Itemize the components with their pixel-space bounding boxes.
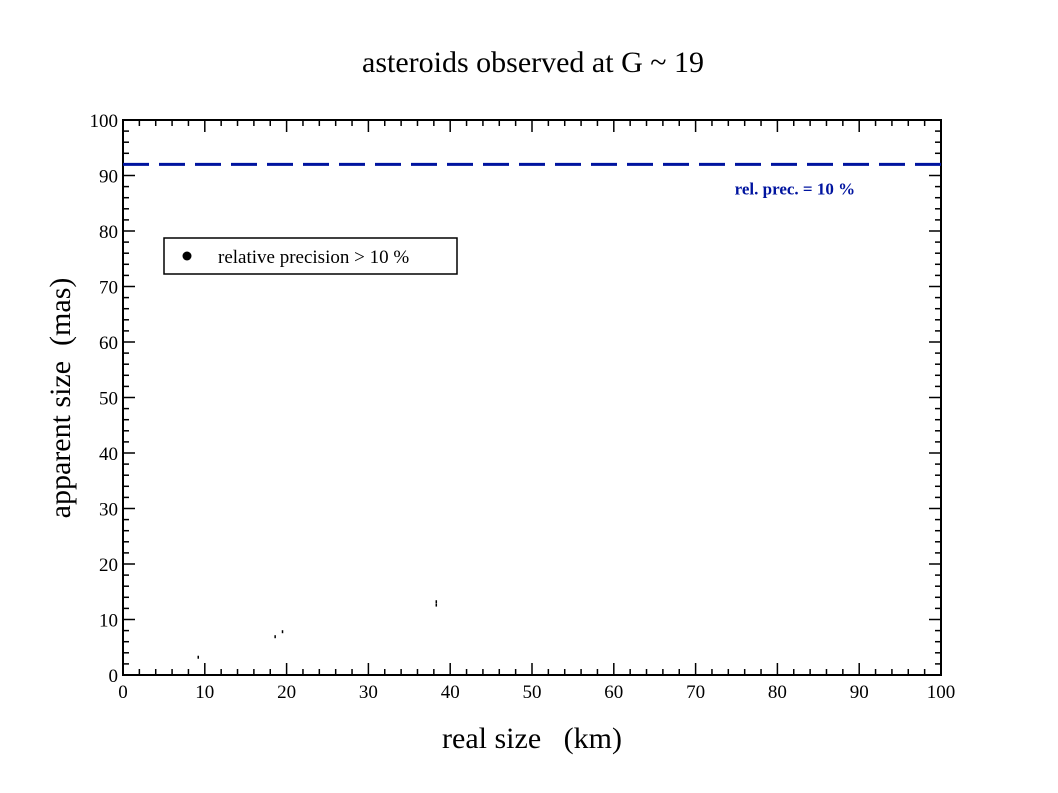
data-points: [197, 600, 438, 659]
x-tick-label: 20: [277, 682, 296, 703]
x-tick-label: 30: [359, 682, 378, 703]
legend-marker: [182, 251, 192, 261]
y-tick-label: 60: [99, 333, 118, 354]
y-tick-label: 100: [90, 111, 119, 132]
y-tick-label: 10: [99, 611, 118, 632]
y-tick-label: 30: [99, 500, 118, 521]
x-tick-label: 80: [768, 682, 787, 703]
x-tick-label: 100: [927, 682, 956, 703]
axis-ticks: [122, 119, 942, 676]
data-point: [274, 635, 276, 639]
x-tick-label: 0: [118, 682, 128, 703]
data-point: [435, 600, 438, 604]
x-tick-label: 40: [441, 682, 460, 703]
x-tick-label: 10: [195, 682, 214, 703]
y-tick-label: 50: [99, 389, 118, 410]
data-point: [281, 630, 284, 634]
x-tick-label: 50: [523, 682, 542, 703]
plot-frame: [122, 119, 942, 676]
data-point: [197, 655, 200, 659]
y-tick-label: 0: [109, 666, 119, 687]
y-tick-label: 80: [99, 222, 118, 243]
y-tick-label: 90: [99, 167, 118, 188]
x-axis-label: real size (km): [442, 722, 622, 755]
x-tick-label: 70: [686, 682, 705, 703]
y-tick-label: 40: [99, 444, 118, 465]
legend-label: relative precision > 10 %: [218, 247, 409, 268]
data-point: [435, 603, 438, 607]
reference-line-label: rel. prec. = 10 %: [735, 179, 855, 198]
y-tick-label: 20: [99, 555, 118, 576]
legend: relative precision > 10 %: [163, 237, 458, 275]
x-tick-label: 90: [850, 682, 869, 703]
y-axis-label: apparent size (mas): [44, 278, 77, 519]
chart-title: asteroids observed at G ~ 19: [362, 46, 704, 79]
x-tick-label: 60: [604, 682, 623, 703]
axis-tick-labels: 0 10 20 30 40 50 60 70 80 90 100 0 10 20 30 40 50 60 70 80 9…: [90, 111, 956, 703]
legend-box: [163, 237, 458, 275]
y-tick-label: 70: [99, 278, 118, 299]
